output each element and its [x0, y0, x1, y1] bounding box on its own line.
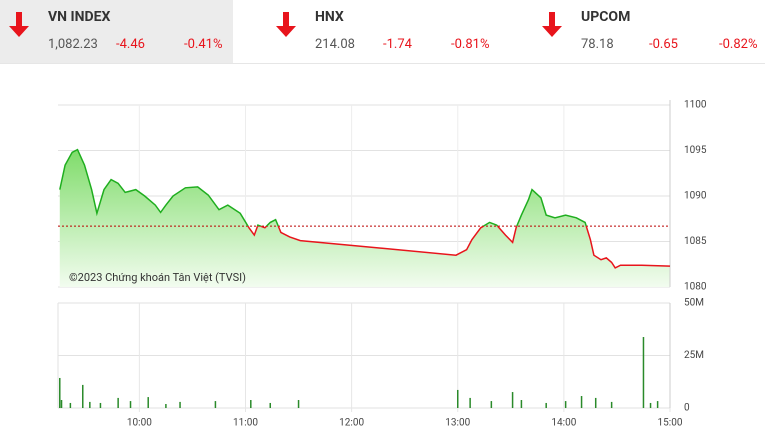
volume-bar: [179, 401, 181, 408]
volume-bar: [642, 337, 645, 408]
volume-bar: [656, 401, 659, 408]
volume-bar: [82, 384, 84, 408]
volume-bar: [469, 397, 471, 408]
y-tick-label: 1085: [684, 236, 707, 247]
area: [59, 149, 670, 287]
index-value: 1,082.23: [48, 37, 98, 52]
x-tick-label: 11:00: [233, 418, 258, 429]
volume-bar: [129, 401, 132, 408]
x-tick-label: 14:00: [551, 418, 576, 429]
index-change: -0.65: [649, 37, 678, 52]
volume-bar: [60, 400, 63, 408]
index-name: VN INDEX: [48, 9, 111, 25]
volume-bar: [545, 402, 547, 408]
index-value: 214.08: [315, 37, 355, 52]
volume-bar: [269, 402, 272, 408]
down-arrow: [542, 12, 562, 37]
volume-bar: [59, 377, 61, 408]
volume-bar: [520, 400, 523, 408]
volume-bar: [511, 392, 514, 408]
index-card[interactable]: VN INDEX 1,082.23 -4.46 -0.41%: [0, 0, 233, 63]
index-value: 78.18: [581, 37, 614, 52]
down-arrow: [276, 12, 296, 37]
x-tick-label: 12:00: [339, 418, 364, 429]
index-change: -4.46: [116, 37, 145, 52]
price-line-up: [59, 148, 588, 227]
y-tick-label: 1100: [684, 100, 707, 111]
volume-bar: [117, 397, 119, 408]
volume-bar: [147, 397, 149, 408]
x-tick-label: 10:00: [127, 418, 152, 429]
volume-bar: [490, 401, 493, 408]
y-tick-label: 50M: [684, 298, 704, 309]
x-tick-label: 13:00: [445, 418, 470, 429]
volume-bar: [89, 401, 91, 408]
index-percent: -0.81%: [451, 37, 490, 52]
y-tick-label: 25M: [684, 350, 704, 361]
volume-bar: [564, 401, 567, 408]
index-name: HNX: [315, 9, 344, 25]
volume-bar: [99, 402, 102, 408]
volume-bar: [297, 400, 300, 408]
index-change: -1.74: [383, 37, 412, 52]
volume-bar: [594, 397, 597, 408]
x-tick-label: 15:00: [658, 418, 683, 429]
index-percent: -0.82%: [719, 37, 758, 52]
watermark: ©2023 Chứng khoán Tân Việt (TVSI): [69, 271, 246, 284]
index-percent: -0.41%: [184, 37, 223, 52]
volume-bar: [610, 401, 613, 408]
volume-bar: [580, 396, 583, 408]
volume-bar: [165, 404, 167, 408]
down-arrow: [9, 12, 29, 37]
index-name: UPCOM: [581, 9, 631, 25]
volume-bar: [456, 389, 459, 408]
index-header: VN INDEX 1,082.23 -4.46 -0.41% HNX 214.08 -…: [0, 0, 765, 64]
volume-bar: [214, 401, 217, 408]
price-line-down: [247, 226, 671, 269]
y-tick-label: 0: [684, 403, 690, 414]
index-card[interactable]: UPCOM 78.18 -0.65 -0.82%: [533, 0, 765, 63]
index-card[interactable]: HNX 214.08 -1.74 -0.81%: [267, 0, 497, 63]
y-tick-label: 1095: [684, 145, 707, 156]
volume-bar: [69, 402, 72, 408]
volume-bar: [250, 400, 252, 408]
y-tick-label: 1090: [684, 191, 707, 202]
y-tick-label: 1080: [684, 282, 707, 293]
volume-bar: [649, 402, 652, 408]
